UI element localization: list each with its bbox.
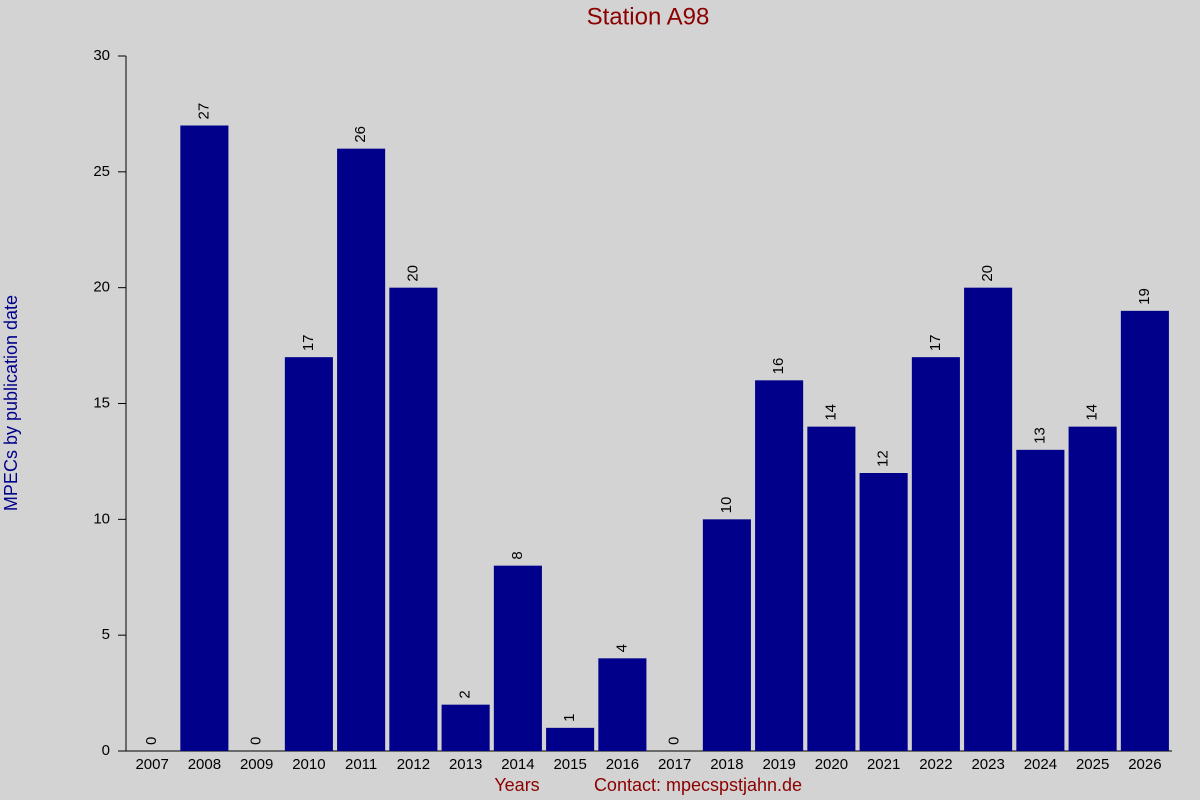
data-label: 4 (613, 644, 630, 652)
x-tick-label: 2024 (1024, 756, 1057, 773)
bar (1068, 426, 1117, 751)
data-label: 14 (1084, 404, 1101, 421)
bar (180, 125, 229, 751)
bar (493, 565, 542, 751)
y-tick-label: 20 (93, 279, 110, 296)
data-label: 19 (1136, 288, 1153, 305)
data-label: 1 (561, 713, 578, 721)
y-tick-label: 5 (102, 626, 110, 643)
data-label: 17 (927, 334, 944, 351)
data-label: 20 (979, 265, 996, 282)
x-tick-label: 2022 (919, 756, 952, 773)
data-label: 0 (248, 737, 265, 745)
data-label: 20 (404, 265, 421, 282)
y-tick-label: 15 (93, 394, 110, 411)
bar (859, 473, 908, 751)
x-axis-label: Years (494, 775, 539, 795)
data-label: 8 (509, 551, 526, 559)
annotation: Contact: mpecspstjahn.de (594, 775, 802, 795)
x-tick-label: 2021 (867, 756, 900, 773)
bar (1016, 449, 1065, 751)
chart-title: Station A98 (587, 3, 710, 30)
bar (755, 380, 804, 751)
x-tick-label: 2012 (397, 756, 430, 773)
x-tick-label: 2013 (449, 756, 482, 773)
x-tick-label: 2026 (1128, 756, 1161, 773)
x-tick-label: 2023 (971, 756, 1004, 773)
bar (598, 658, 647, 751)
data-label: 14 (822, 404, 839, 421)
data-label: 16 (770, 358, 787, 375)
bar (389, 287, 438, 751)
bar (807, 426, 856, 751)
bar (284, 357, 333, 751)
bar (1120, 310, 1169, 751)
data-label: 27 (195, 103, 212, 120)
y-tick-label: 30 (93, 47, 110, 64)
y-tick-label: 0 (102, 742, 110, 759)
bar (546, 727, 595, 751)
data-label: 12 (875, 450, 892, 467)
x-tick-label: 2007 (135, 756, 168, 773)
bar (337, 148, 386, 751)
data-label: 17 (300, 334, 317, 351)
x-tick-label: 2020 (815, 756, 848, 773)
bar (702, 519, 751, 751)
bar (964, 287, 1013, 751)
x-tick-label: 2009 (240, 756, 273, 773)
x-tick-label: 2019 (762, 756, 795, 773)
data-label: 10 (718, 497, 735, 514)
y-axis-label: MPECs by publication date (1, 295, 21, 511)
x-tick-label: 2017 (658, 756, 691, 773)
data-label: 13 (1031, 427, 1048, 444)
y-tick-label: 25 (93, 163, 110, 180)
x-tick-label: 2025 (1076, 756, 1109, 773)
x-tick-label: 2014 (501, 756, 534, 773)
data-label: 0 (666, 737, 683, 745)
x-tick-label: 2011 (345, 756, 377, 773)
x-tick-label: 2018 (710, 756, 743, 773)
bar (911, 357, 960, 751)
x-tick-label: 2015 (553, 756, 586, 773)
y-tick-label: 10 (93, 510, 110, 527)
data-label: 0 (143, 737, 160, 745)
data-label: 2 (457, 690, 474, 698)
x-tick-label: 2010 (292, 756, 325, 773)
x-tick-label: 2016 (606, 756, 639, 773)
x-tick-label: 2008 (188, 756, 221, 773)
bar (441, 704, 490, 751)
data-label: 26 (352, 126, 369, 143)
